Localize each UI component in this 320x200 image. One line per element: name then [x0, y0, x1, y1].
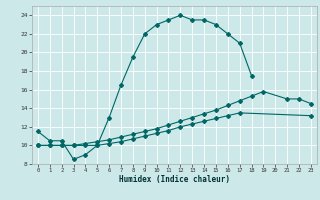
X-axis label: Humidex (Indice chaleur): Humidex (Indice chaleur): [119, 175, 230, 184]
